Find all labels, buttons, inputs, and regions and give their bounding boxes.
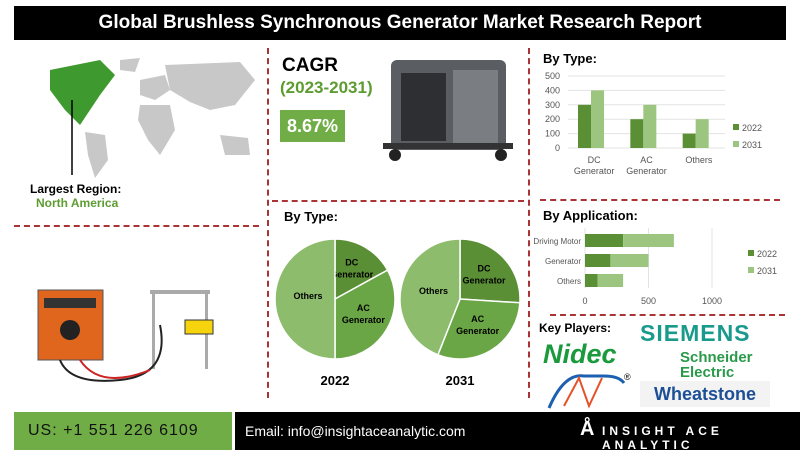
bar-2022 (578, 104, 591, 148)
schneider-logo: Schneider Electric (680, 349, 753, 381)
pie-year-label: 2022 (321, 373, 350, 388)
y-tick-label: Others (557, 277, 581, 286)
bar-2031 (643, 104, 657, 148)
pie-slice (334, 238, 389, 301)
pie-label: AC (357, 303, 370, 313)
bar-2022 (630, 119, 644, 148)
pie-label: Generator (456, 326, 500, 336)
y-tick-label: Generator (545, 257, 581, 266)
x-tick-label: AC (640, 155, 653, 165)
legend-label: 2022 (742, 123, 762, 133)
x-tick-label: DC (588, 155, 601, 165)
y-tick-label: 500 (545, 71, 560, 81)
svg-text:®: ® (624, 372, 631, 382)
legend-label: 2031 (742, 140, 762, 150)
divider (528, 48, 530, 398)
generator-illustration (383, 60, 513, 161)
divider (14, 225, 259, 227)
cagr-value: 8.67% (280, 110, 345, 142)
wheatstone-logo: Wheatstone (640, 381, 770, 407)
pie-label: DC (345, 258, 358, 268)
pie-label: Generator (463, 275, 507, 285)
pie-label: Others (419, 286, 448, 296)
report-title: Global Brushless Synchronous Generator M… (14, 6, 786, 40)
email-contact[interactable]: Email: info@insightaceanalytic.com (245, 423, 466, 439)
legend-swatch (733, 124, 739, 130)
legend-label: 2031 (757, 266, 777, 276)
bar-2031 (591, 90, 604, 148)
pie-label: Generator (342, 315, 386, 325)
x-tick-label: Generator (574, 166, 615, 176)
type-pie-charts: DC Generator AC Generator Others 2022 DC Genera… (274, 238, 521, 388)
phone-number: US: +1 551 226 6109 (14, 412, 232, 450)
x-tick-label: 0 (582, 296, 587, 306)
bar-type-title: By Type: (543, 51, 597, 66)
pie-section-title: By Type: (284, 209, 338, 224)
y-tick-label: 100 (545, 129, 560, 139)
application-bar-chart: 0 500 1000 Driving Motor Generator Others 2022… (533, 228, 777, 306)
divider (267, 48, 269, 398)
legend-swatch (733, 141, 739, 147)
largest-region-label: Largest Region: (30, 182, 122, 196)
pie-slice (459, 238, 521, 304)
bar-2031 (695, 119, 709, 148)
type-bar-chart: 0100200300400500DCGeneratorACGeneratorOt… (545, 71, 762, 176)
siemens-logo: SIEMENS (640, 320, 751, 346)
bar-application-title: By Application: (543, 208, 638, 223)
bar-2022 (585, 234, 624, 247)
welder-illustration (37, 289, 214, 382)
nidec-logo: Nidec (543, 339, 617, 369)
pie-slice (274, 238, 336, 360)
pie-label: Generator (330, 270, 374, 280)
y-tick-label: 400 (545, 85, 560, 95)
cagr-label: CAGR (282, 55, 338, 76)
world-map (50, 58, 255, 178)
x-tick-label: Others (685, 155, 713, 165)
pie-slice (436, 298, 521, 360)
pie-slice (399, 238, 461, 356)
pie-slice (334, 269, 396, 360)
y-tick-label: 300 (545, 100, 560, 110)
y-tick-label: 0 (555, 143, 560, 153)
pie-label: Others (293, 291, 322, 301)
bar-2031 (597, 274, 624, 287)
divider (550, 314, 785, 316)
bar-2022 (585, 274, 598, 287)
pie-label: AC (471, 314, 484, 324)
pie-year-label: 2031 (446, 373, 475, 388)
bar-2022 (585, 254, 611, 267)
legend-swatch (748, 250, 754, 256)
key-players-label: Key Players: (539, 321, 612, 335)
bar-2031 (623, 234, 674, 247)
brand-name: INSIGHT ACE ANALYTIC (602, 424, 723, 452)
legend-swatch (748, 267, 754, 273)
bar-2022 (682, 133, 696, 148)
company-logo-wave: ® (547, 372, 631, 409)
footer-bar: Email: info@insightaceanalytic.com Å INS… (235, 412, 800, 452)
x-tick-label: Generator (626, 166, 667, 176)
pie-label: DC (478, 263, 491, 273)
brand-logo-icon: Å (580, 418, 595, 440)
cagr-period: (2023-2031) (280, 78, 373, 97)
x-tick-label: 500 (641, 296, 656, 306)
y-tick-label: Driving Motor (533, 237, 581, 246)
legend-label: 2022 (757, 249, 777, 259)
largest-region-value: North America (36, 196, 119, 210)
divider (540, 199, 780, 201)
divider (272, 200, 524, 202)
x-tick-label: 1000 (702, 296, 722, 306)
y-tick-label: 200 (545, 114, 560, 124)
bar-2031 (610, 254, 649, 267)
north-america-region (50, 60, 115, 125)
